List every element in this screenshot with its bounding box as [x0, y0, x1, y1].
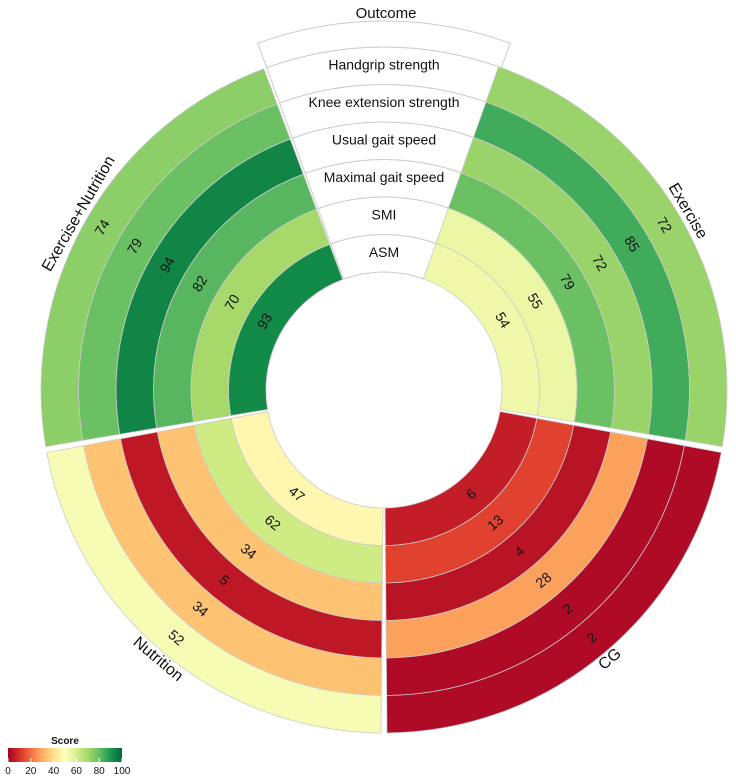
- cell-cg-handgrip-strength: [386, 445, 722, 734]
- cell-exercise-nutrition-handgrip-strength: [40, 68, 278, 448]
- legend-tick-label: 20: [25, 766, 37, 777]
- legend-tick-label: 80: [94, 766, 106, 777]
- value-label-exercise-asm: 54: [492, 309, 514, 331]
- value-label-exercise-nutrition-smi: 70: [221, 291, 243, 313]
- outcome-label-handgrip-strength: Handgrip strength: [328, 56, 439, 72]
- value-label-exercise-usual-gait-speed: 72: [589, 252, 611, 274]
- outcome-header-cell: [257, 20, 511, 69]
- outcome-label-asm: ASM: [369, 244, 399, 260]
- heatmap-sectors: 5455797285726134282247623453452937082947…: [40, 20, 728, 734]
- legend-colorbar: [8, 748, 122, 762]
- cell-nutrition-handgrip-strength: [46, 445, 382, 734]
- outcome-label-knee-extension-strength: Knee extension strength: [309, 94, 460, 110]
- outcome-label-usual-gait-speed: Usual gait speed: [332, 131, 436, 147]
- value-label-exercise-nutrition-asm: 93: [254, 310, 276, 332]
- outcome-label-maximal-gait-speed: Maximal gait speed: [324, 169, 445, 185]
- value-label-exercise-handgrip-strength: 72: [654, 214, 676, 236]
- legend-tick-label: 100: [114, 766, 131, 777]
- legend-tick-label: 40: [48, 766, 60, 777]
- outcome-label-smi: SMI: [372, 206, 397, 222]
- value-label-exercise-nutrition-knee-extension-strength: 79: [124, 235, 146, 257]
- legend-title: Score: [51, 736, 79, 747]
- cell-exercise-handgrip-strength: [485, 66, 728, 448]
- legend-ticks: 0 20 40 60 80 100: [5, 758, 131, 777]
- value-label-exercise-maximal-gait-speed: 79: [557, 271, 579, 293]
- value-label-exercise-nutrition-handgrip-strength: 74: [91, 216, 113, 238]
- value-label-exercise-nutrition-maximal-gait-speed: 82: [189, 273, 211, 295]
- legend-tick-label: 60: [71, 766, 83, 777]
- score-legend: Score 0 20 40 60 80 100: [5, 736, 131, 777]
- value-label-exercise-smi: 55: [524, 290, 546, 312]
- legend-tick-label: 0: [5, 766, 11, 777]
- value-label-exercise-nutrition-usual-gait-speed: 94: [156, 254, 178, 276]
- value-label-exercise-knee-extension-strength: 85: [621, 233, 643, 255]
- chart-title: Outcome: [356, 5, 417, 22]
- outcome-labels: ASM SMI Maximal gait speed Usual gait speed…: [309, 56, 460, 260]
